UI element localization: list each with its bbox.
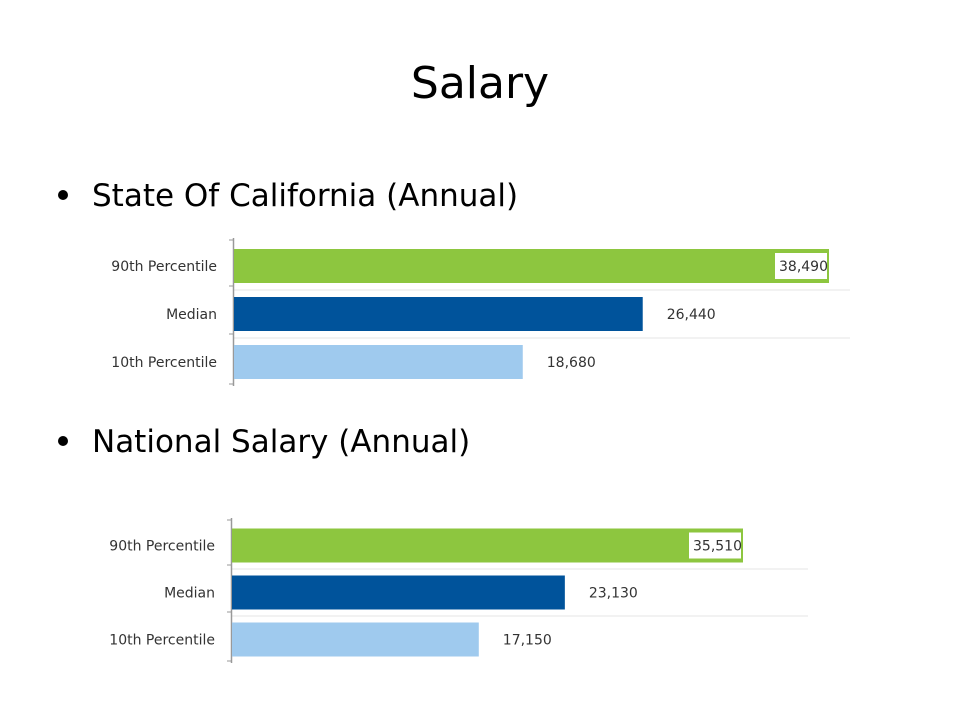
value-label-90th-percentile: 38,490: [779, 259, 828, 275]
bullet-national-text: National Salary (Annual): [92, 424, 471, 460]
category-label-10th-percentile: 10th Percentile: [109, 633, 215, 649]
bar-10th-percentile: [232, 622, 479, 657]
value-label-90th-percentile: 35,510: [693, 539, 742, 555]
national-salary-chart-svg: 90th Percentile 35,510 Median 23,130 10th Pe…: [109, 518, 808, 663]
bullet-dot-icon: [58, 435, 68, 446]
california-salary-chart-svg: 90th Percentile 38,490 Median 26,440 10th Pe…: [111, 238, 850, 386]
bullet-dot-icon: [58, 189, 68, 200]
category-label-90th-percentile: 90th Percentile: [111, 259, 217, 275]
bar-10th-percentile: [234, 345, 523, 379]
value-label-box: [775, 253, 827, 279]
category-label-10th-percentile: 10th Percentile: [111, 355, 217, 371]
value-label-box: [689, 532, 741, 559]
category-label-median: Median: [164, 586, 215, 602]
value-label-10th-percentile: 17,150: [503, 633, 552, 649]
bullet-national: National Salary (Annual): [58, 424, 470, 460]
category-label-90th-percentile: 90th Percentile: [109, 539, 215, 555]
bar-90th-percentile: [232, 528, 743, 563]
bar-90th-percentile: [234, 249, 829, 283]
category-label-median: Median: [166, 307, 217, 323]
national-salary-chart: 90th Percentile 35,510 Median 23,130 10th Pe…: [60, 518, 820, 663]
california-salary-chart: 90th Percentile 38,490 Median 26,440 10th Pe…: [60, 238, 860, 386]
slide-title: Salary: [410, 58, 550, 109]
value-label-median: 26,440: [667, 307, 716, 323]
bullet-california: State Of California (Annual): [58, 178, 518, 214]
bar-median: [234, 297, 643, 331]
bar-median: [232, 575, 565, 610]
value-label-median: 23,130: [589, 586, 638, 602]
value-label-10th-percentile: 18,680: [547, 355, 596, 371]
bullet-california-text: State Of California (Annual): [92, 178, 519, 214]
